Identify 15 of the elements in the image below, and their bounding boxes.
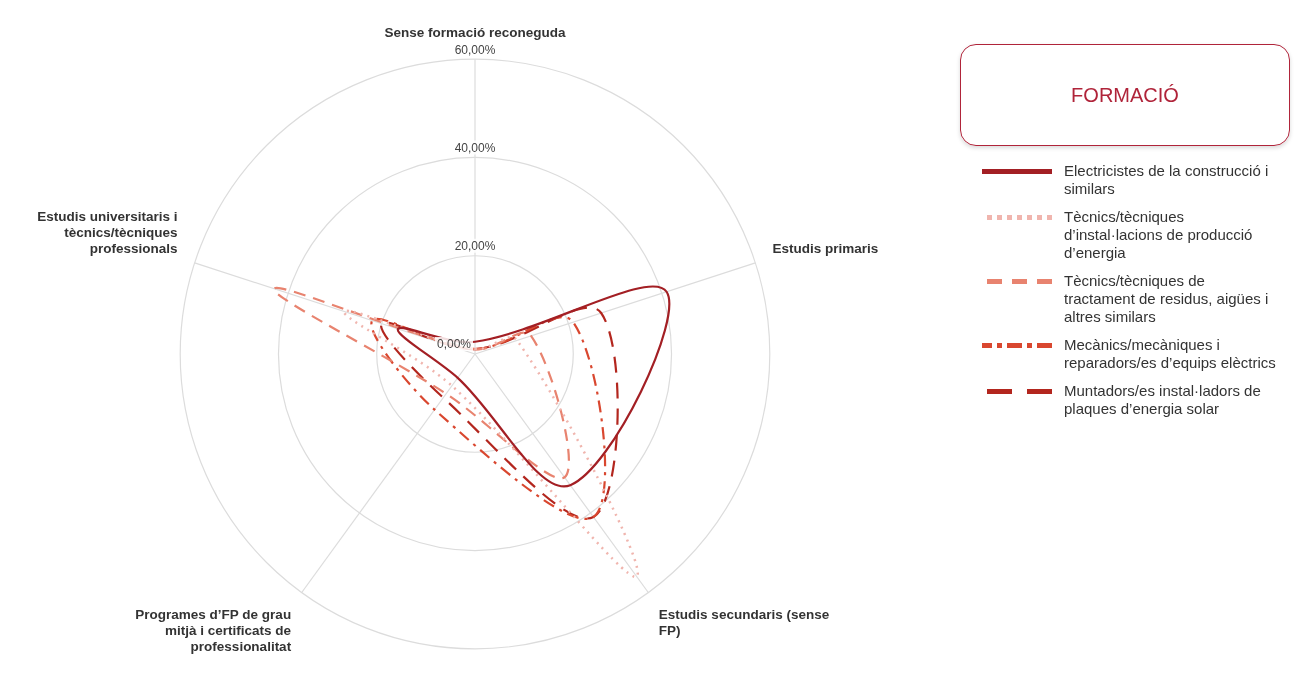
spoke-label: Programes d’FP de grau mitjà i certificats de professionalitat: [135, 606, 292, 655]
legend-label: Mecànics/mecàniques i reparadors/es d’equips elèctrics: [1064, 336, 1277, 372]
y-tick-label: 0,00%: [436, 337, 472, 352]
spoke-label: Estudis secundaris (sense FP): [658, 606, 830, 639]
y-tick-label: 20,00%: [454, 239, 496, 254]
spoke-label: Sense formació reconeguda: [384, 24, 566, 40]
legend-label: Tècnics/tècniques d’instal·lacions de producció d’energia: [1064, 208, 1254, 262]
spoke-label: Estudis universitaris i tècnics/tècniques professionals: [37, 208, 178, 256]
legend-label: Muntadors/es instal·ladors de plaques d’energia solar: [1064, 382, 1262, 418]
y-tick-label: 40,00%: [454, 140, 496, 155]
legend-label: Tècnics/tècniques de tractament de residus, aigües i altres similars: [1064, 272, 1270, 326]
spoke-label: Estudis primaris: [772, 240, 879, 256]
legend-title: FORMACIÓ: [960, 44, 1290, 146]
legend-label: Electricistes de la construcció i similars: [1064, 162, 1270, 198]
y-tick-label: 60,00%: [454, 42, 496, 57]
